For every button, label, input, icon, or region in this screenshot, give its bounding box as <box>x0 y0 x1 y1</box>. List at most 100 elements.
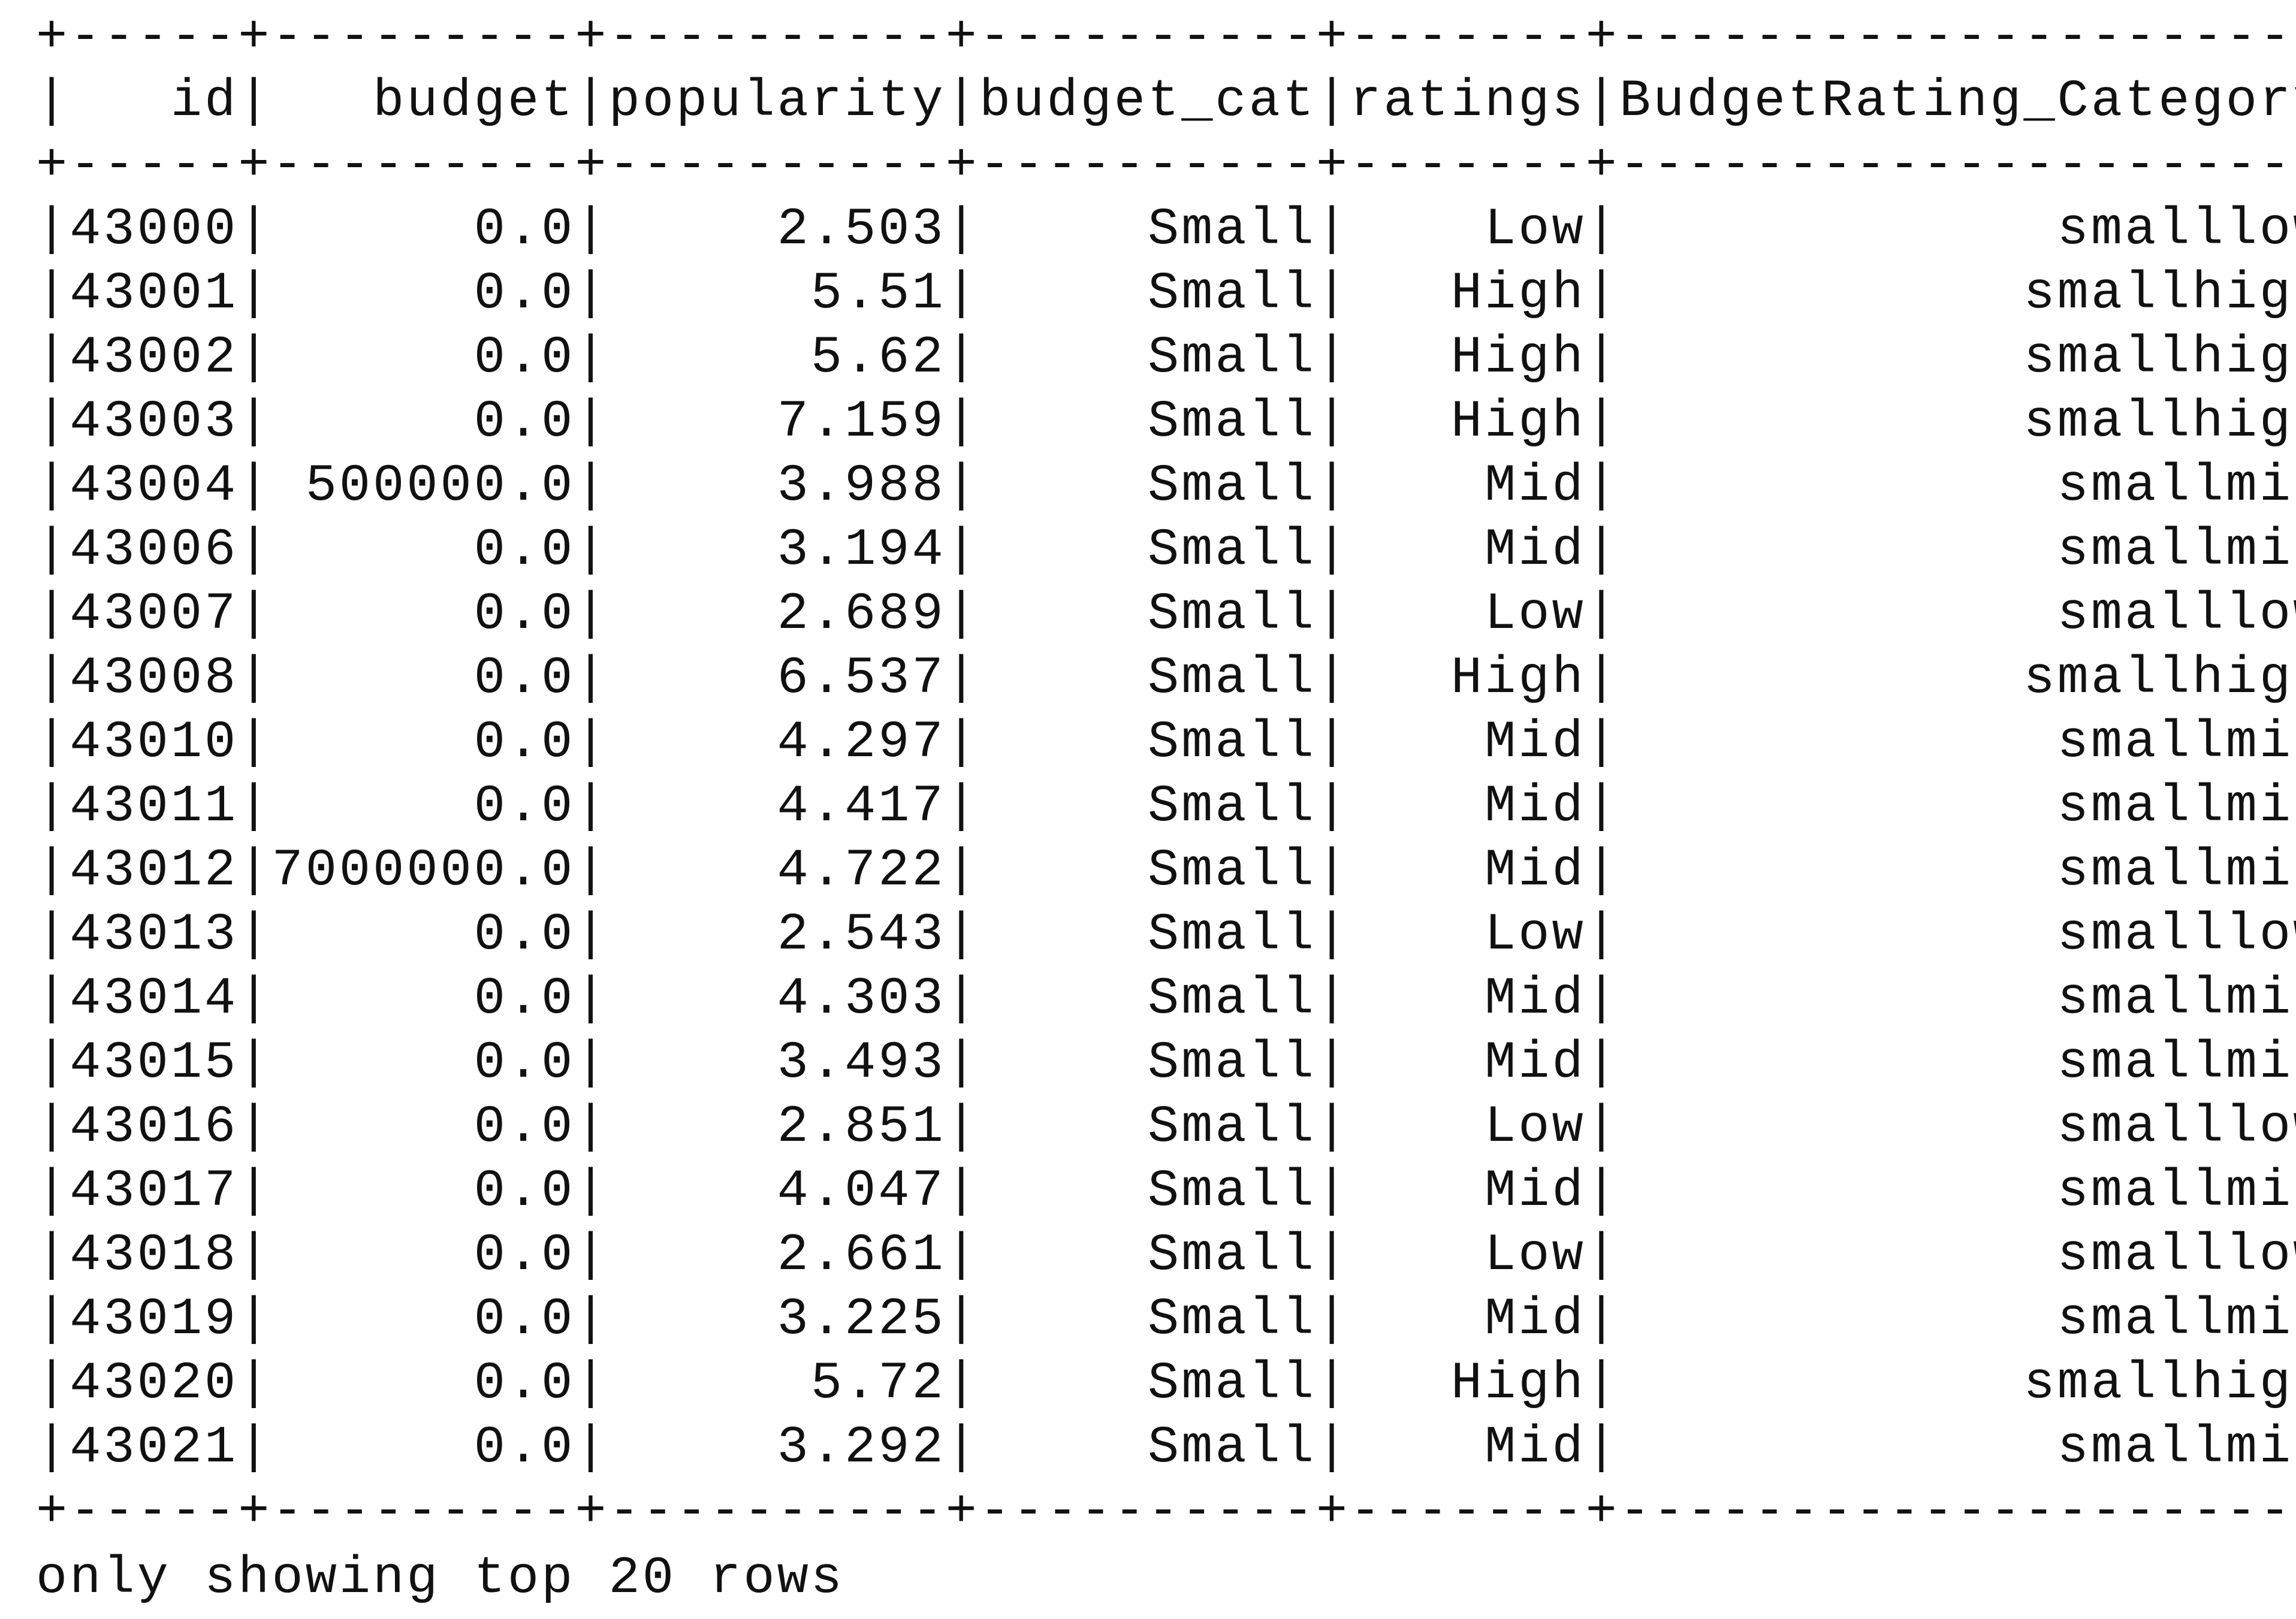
table-cell-ratings: Mid <box>1485 714 1586 772</box>
table-cell-budget-cat: Small <box>1147 970 1317 1029</box>
table-cell-ratings: High <box>1450 650 1586 708</box>
table-cell-budget-cat: Small <box>1147 1355 1317 1413</box>
table-cell-ratings: Low <box>1485 1098 1586 1157</box>
table-cell-id: 43012 <box>70 842 239 901</box>
table-cell-ratings: Mid <box>1485 1034 1586 1093</box>
table-cell-id: 43020 <box>70 1355 239 1413</box>
table-cell-id: 43016 <box>70 1098 239 1157</box>
table-cell-budget-cat: Small <box>1147 1162 1317 1221</box>
table-cell-id: 43003 <box>70 393 239 452</box>
table-cell-ratings: Low <box>1485 201 1586 259</box>
table-cell-budgetrating-category: smallmid <box>2057 778 2296 836</box>
table-cell-budget: 500000.0 <box>305 457 575 516</box>
table-row: |43020| 0.0| 5.72| Small| High| smallhig… <box>36 1352 2296 1416</box>
table-cell-budget-cat: Small <box>1147 585 1317 644</box>
table-cell-ratings: Low <box>1485 1227 1586 1285</box>
table-cell-budget-cat: Small <box>1147 1098 1317 1157</box>
table-cell-budget-cat: Small <box>1147 265 1317 324</box>
table-cell-budgetrating-category: smalllow <box>2057 201 2296 259</box>
table-cell-budget: 0.0 <box>473 1098 575 1157</box>
table-cell-id: 43013 <box>70 906 239 965</box>
table-cell-id: 43007 <box>70 585 239 644</box>
table-cell-ratings: Low <box>1485 906 1586 965</box>
table-row: |43003| 0.0| 7.159| Small| High| smallhi… <box>36 391 2296 455</box>
table-cell-budget: 0.0 <box>473 1355 575 1413</box>
table-cell-popularity: 2.661 <box>777 1227 946 1285</box>
table-cell-budgetrating-category: smallmid <box>2057 1291 2296 1349</box>
table-cell-budgetrating-category: smallhigh <box>2023 1355 2296 1413</box>
table-cell-budget-cat: Small <box>1147 393 1317 452</box>
table-header-row: | id| budget|popularity|budget_cat|ratin… <box>36 70 2296 134</box>
table-cell-id: 43018 <box>70 1227 239 1285</box>
table-cell-popularity: 3.493 <box>777 1034 946 1093</box>
table-cell-id: 43019 <box>70 1291 239 1349</box>
table-cell-budgetrating-category: smalllow <box>2057 585 2296 644</box>
table-cell-budget: 0.0 <box>473 906 575 965</box>
table-cell-ratings: High <box>1450 329 1586 388</box>
table-cell-popularity: 4.047 <box>777 1162 946 1221</box>
table-cell-popularity: 2.543 <box>777 906 946 965</box>
table-cell-budget-cat: Small <box>1147 778 1317 836</box>
table-row: |43011| 0.0| 4.417| Small| Mid| smallmid… <box>36 775 2296 839</box>
table-cell-budget-cat: Small <box>1147 329 1317 388</box>
table-cell-ratings: Mid <box>1485 1291 1586 1349</box>
table-row: |43000| 0.0| 2.503| Small| Low| smalllow… <box>36 198 2296 262</box>
table-cell-budget: 0.0 <box>473 1419 575 1478</box>
table-cell-popularity: 6.537 <box>777 650 946 708</box>
table-row: |43021| 0.0| 3.292| Small| Mid| smallmid… <box>36 1416 2296 1481</box>
table-cell-id: 43006 <box>70 521 239 580</box>
table-cell-budget: 0.0 <box>473 1291 575 1349</box>
table-body: |43000| 0.0| 2.503| Small| Low| smalllow… <box>36 198 2296 1481</box>
table-row: |43014| 0.0| 4.303| Small| Mid| smallmid… <box>36 968 2296 1032</box>
table-border-bottom: +-----+---------+----------+----------+-… <box>36 1483 2296 1542</box>
table-cell-budgetrating-category: smalllow <box>2057 906 2296 965</box>
table-cell-budget-cat: Small <box>1147 1227 1317 1285</box>
table-cell-budget-cat: Small <box>1147 650 1317 708</box>
column-header-ratings: ratings <box>1350 73 1586 131</box>
table-cell-popularity: 2.689 <box>777 585 946 644</box>
table-cell-id: 43004 <box>70 457 239 516</box>
table-cell-budget-cat: Small <box>1147 842 1316 901</box>
console-output: +-----+---------+----------+----------+-… <box>36 6 2296 1611</box>
table-cell-budgetrating-category: smallmid <box>2057 714 2296 772</box>
footer-text: only showing top 20 rows <box>36 1549 845 1608</box>
table-cell-budget-cat: Small <box>1147 1034 1317 1093</box>
table-row: |43015| 0.0| 3.493| Small| Mid| smallmid… <box>36 1032 2296 1096</box>
table-cell-id: 43017 <box>70 1162 239 1221</box>
table-cell-ratings: Mid <box>1485 970 1586 1029</box>
table-cell-budget-cat: Small <box>1147 714 1317 772</box>
table-border-header: +-----+---------+----------+----------+-… <box>36 137 2296 195</box>
table-cell-budget: 0.0 <box>473 393 575 452</box>
table-cell-ratings: Low <box>1485 585 1586 644</box>
table-cell-popularity: 3.988 <box>777 457 946 516</box>
table-cell-budget: 0.0 <box>473 778 575 836</box>
table-cell-ratings: High <box>1450 393 1586 452</box>
table-cell-budget: 0.0 <box>473 521 575 580</box>
table-cell-budgetrating-category: smalllow <box>2057 1098 2296 1157</box>
table-cell-budget: 0.0 <box>473 329 575 388</box>
table-cell-budget-cat: Small <box>1147 906 1317 965</box>
table-row: |43008| 0.0| 6.537| Small| High| smallhi… <box>36 647 2296 711</box>
column-header-budget-cat: budget_cat <box>979 73 1317 131</box>
table-cell-id: 43000 <box>70 201 239 259</box>
table-cell-id: 43011 <box>70 778 239 836</box>
table-cell-popularity: 3.292 <box>777 1419 946 1478</box>
table-cell-budgetrating-category: smallmid <box>2057 457 2296 516</box>
table-cell-popularity: 3.194 <box>777 521 946 580</box>
table-cell-budgetrating-category: smallmid <box>2057 842 2296 901</box>
table-row: |43007| 0.0| 2.689| Small| Low| smalllow… <box>36 583 2296 647</box>
table-cell-budget: 0.0 <box>473 650 575 708</box>
table-row: |43013| 0.0| 2.543| Small| Low| smalllow… <box>36 904 2296 968</box>
table-row: |43012|7000000.0| 4.722| Small| Mid| sma… <box>36 839 2296 904</box>
table-cell-budget: 0.0 <box>473 265 575 324</box>
table-cell-budgetrating-category: smallmid <box>2057 1034 2296 1093</box>
table-cell-id: 43021 <box>70 1419 239 1478</box>
table-cell-popularity: 3.225 <box>777 1291 946 1349</box>
table-cell-budget: 0.0 <box>473 714 575 772</box>
table-row: |43010| 0.0| 4.297| Small| Mid| smallmid… <box>36 711 2296 775</box>
table-cell-ratings: High <box>1450 1355 1586 1413</box>
table-cell-budgetrating-category: smallmid <box>2057 1162 2296 1221</box>
table-cell-id: 43008 <box>70 650 239 708</box>
table-cell-budgetrating-category: smallhigh <box>2023 329 2296 388</box>
table-row: |43001| 0.0| 5.51| Small| High| smallhig… <box>36 262 2296 327</box>
